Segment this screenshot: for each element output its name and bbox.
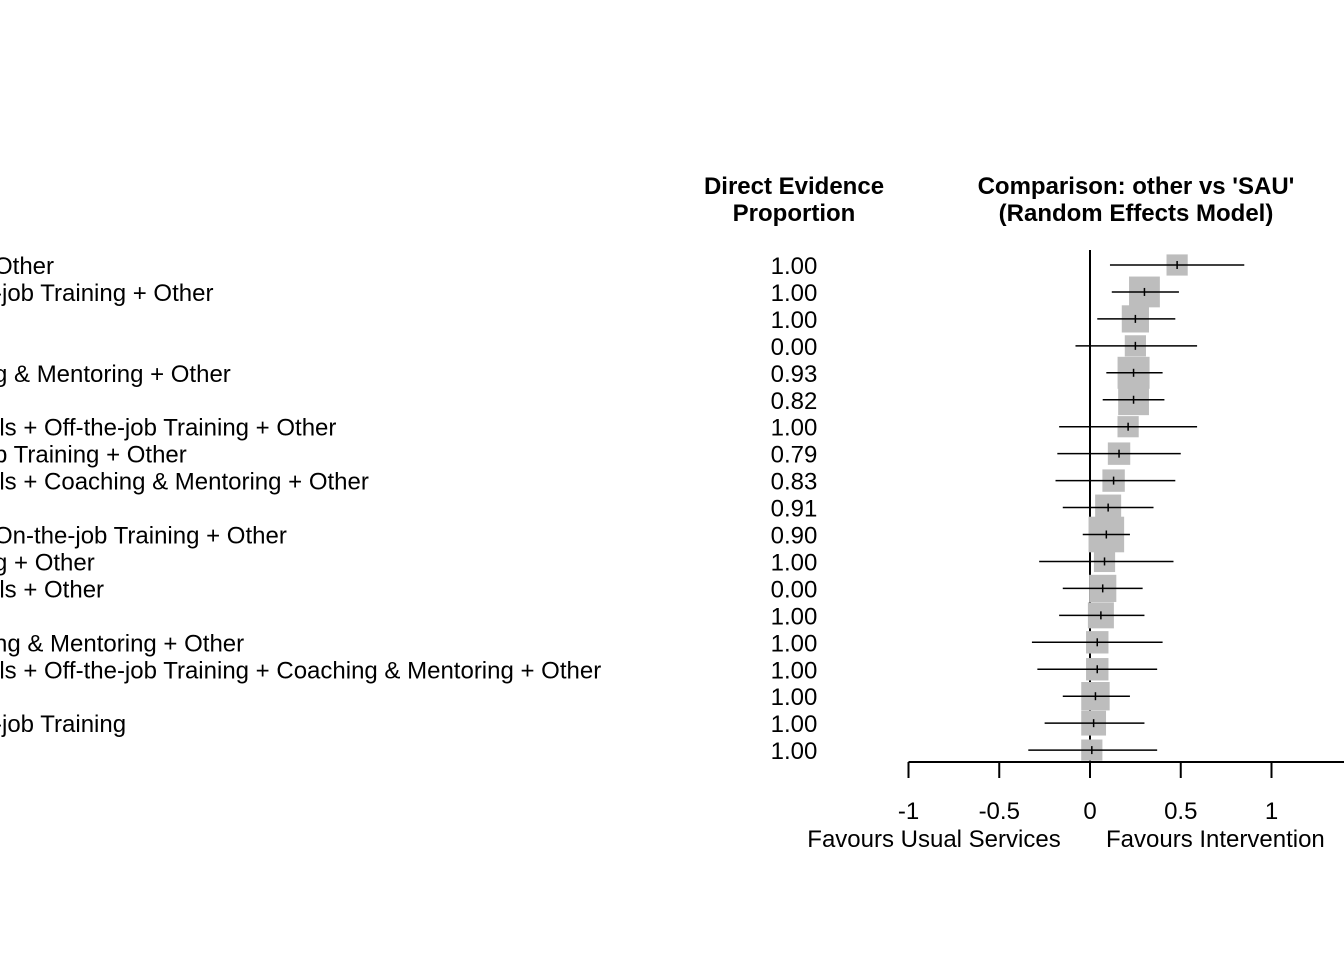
forest-row: b Training + Other 0.79 — [0, 442, 1181, 469]
evidence-value: 1.00 — [771, 684, 818, 711]
forest-row: On-the-job Training + Other 0.90 — [0, 516, 1130, 553]
evidence-value: 1.00 — [771, 657, 818, 684]
favours-usual-services-label: Favours Usual Services — [807, 826, 1060, 853]
evidence-header-line1: Direct Evidence — [704, 173, 884, 200]
favours-intervention-label: Favours Intervention — [1106, 826, 1325, 853]
forest-row: g + Other 1.00 — [0, 549, 1174, 576]
evidence-value: 1.00 — [771, 711, 818, 738]
forest-row: 1.00 — [771, 738, 1158, 765]
row-label: -job Training + Other — [0, 280, 213, 307]
evidence-value: 1.00 — [771, 307, 818, 334]
evidence-value: 0.82 — [771, 388, 818, 415]
evidence-value: 0.93 — [771, 361, 818, 388]
row-label: lls + Off-the-job Training + Other — [0, 415, 336, 442]
evidence-value: 0.00 — [771, 334, 818, 361]
tick-label: 0.5 — [1164, 798, 1197, 825]
row-label: ng & Mentoring + Other — [0, 630, 244, 657]
evidence-value: 1.00 — [771, 630, 818, 657]
forest-row: lls + Coaching & Mentoring + Other 0.83 — [0, 469, 1176, 496]
evidence-value: 1.00 — [771, 280, 818, 307]
evidence-value: 0.90 — [771, 523, 818, 550]
evidence-value: 0.91 — [771, 496, 818, 523]
forest-row: 1.00 — [771, 682, 1130, 711]
evidence-value: 1.00 — [771, 738, 818, 765]
forest-row: 1.00 — [771, 305, 1176, 334]
tick-label: -1 — [898, 798, 919, 825]
tick-label: -0.5 — [979, 798, 1020, 825]
forest-row: ng & Mentoring + Other 1.00 — [0, 630, 1163, 657]
row-label: Other — [0, 253, 54, 280]
tick-label: 1 — [1265, 798, 1278, 825]
evidence-value: 0.79 — [771, 442, 818, 469]
row-label: lls + Off-the-job Training + Coaching & … — [0, 657, 601, 684]
forest-row: Other 1.00 — [0, 253, 1245, 280]
forest-row: 0.82 — [771, 384, 1165, 416]
comparison-header-line2: (Random Effects Model) — [999, 200, 1274, 227]
row-label: b Training + Other — [0, 442, 187, 469]
evidence-value: 1.00 — [771, 253, 818, 280]
forest-rows: Other 1.00-job Training + Other 1.001.000.… — [0, 250, 1245, 766]
comparison-header-line1: Comparison: other vs 'SAU' — [978, 173, 1295, 200]
forest-row: 0.00 — [771, 334, 1198, 361]
forest-row: g & Mentoring + Other 0.93 — [0, 356, 1163, 389]
tick-label: 0 — [1083, 798, 1096, 825]
forest-row: lls + Other 0.00 — [0, 574, 1143, 603]
x-axis: -1 -0.5 0 0.5 1 — [898, 761, 1344, 825]
row-label: On-the-job Training + Other — [0, 523, 287, 550]
evidence-value: 0.83 — [771, 469, 818, 496]
evidence-value: 1.00 — [771, 415, 818, 442]
forest-row: 1.00 — [771, 602, 1145, 630]
row-label: lls + Other — [0, 576, 104, 603]
forest-row: lls + Off-the-job Training + Other 1.00 — [0, 415, 1198, 442]
evidence-value: 1.00 — [771, 549, 818, 576]
row-label: g & Mentoring + Other — [0, 361, 231, 388]
forest-row: lls + Off-the-job Training + Coaching & … — [0, 657, 1158, 684]
evidence-value: 0.00 — [771, 576, 818, 603]
row-label: lls + Coaching & Mentoring + Other — [0, 469, 369, 496]
evidence-value: 1.00 — [771, 603, 818, 630]
evidence-header-line2: Proportion — [733, 200, 856, 227]
row-label: -job Training — [0, 711, 126, 738]
forest-row: -job Training + Other 1.00 — [0, 276, 1179, 308]
forest-row: -job Training 1.00 — [0, 710, 1145, 738]
forest-row: 0.91 — [771, 494, 1154, 523]
row-label: g + Other — [0, 549, 95, 576]
